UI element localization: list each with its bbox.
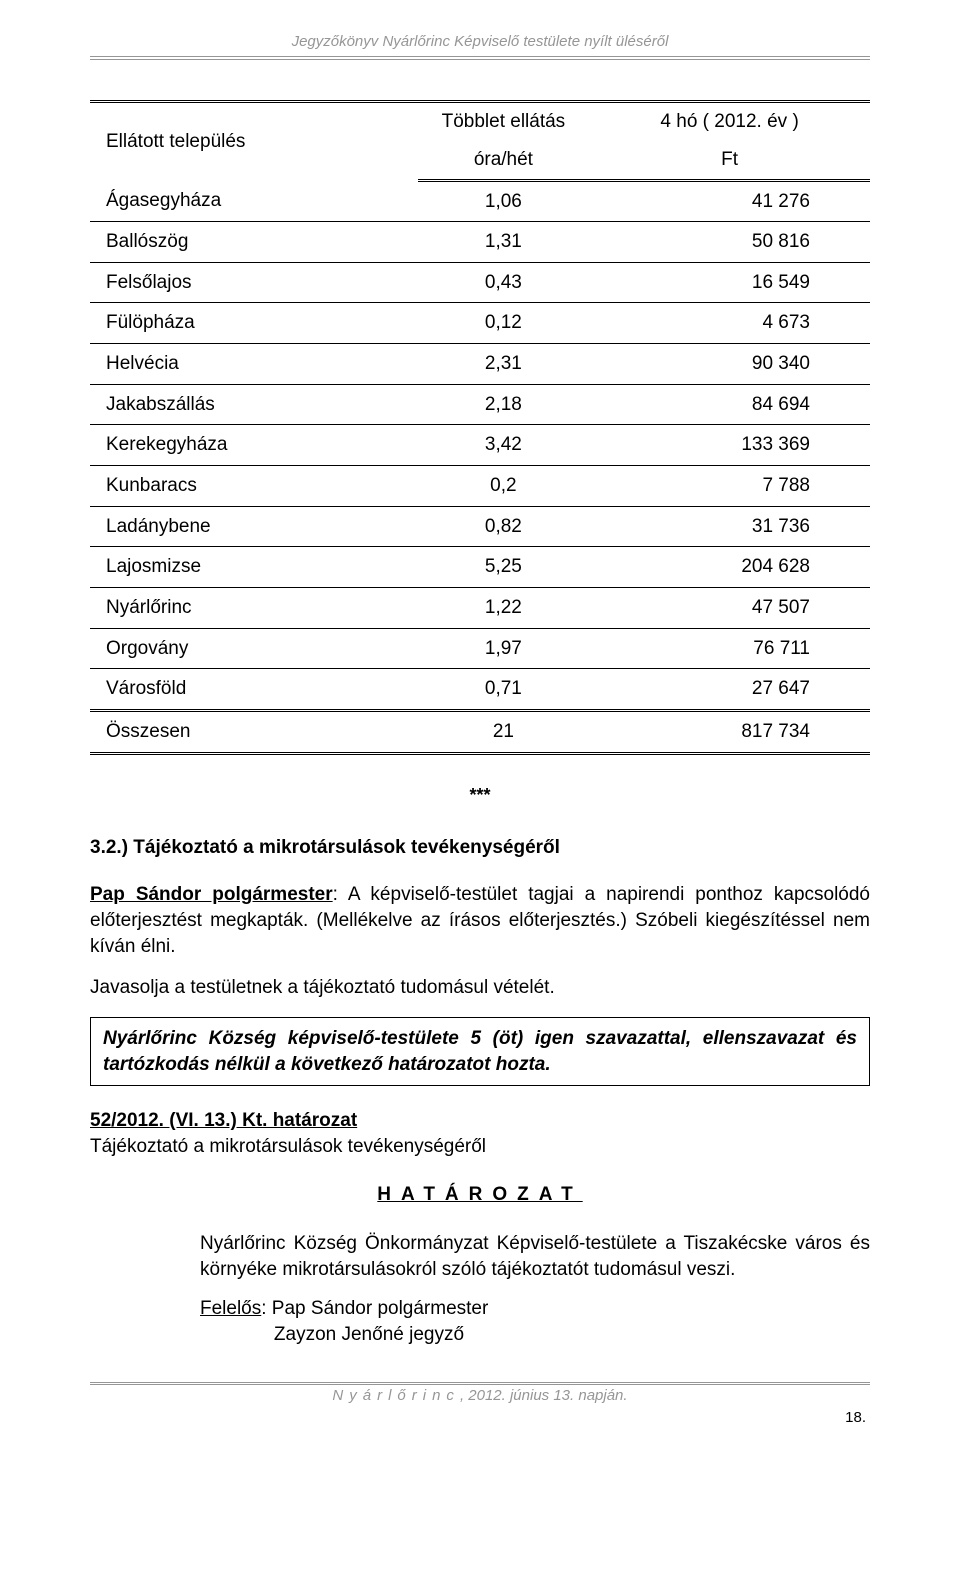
cell-amount: 817 734 xyxy=(589,710,870,753)
cell-amount: 41 276 xyxy=(589,180,870,222)
cell-name: Felsőlajos xyxy=(90,262,418,303)
cell-name: Orgovány xyxy=(90,628,418,669)
table-row: Ladánybene0,8231 736 xyxy=(90,506,870,547)
table-row: Jakabszállás2,1884 694 xyxy=(90,384,870,425)
th-period: 4 hó ( 2012. év ) xyxy=(589,102,870,141)
table-row: Fülöpháza0,124 673 xyxy=(90,303,870,344)
cell-amount: 7 788 xyxy=(589,466,870,507)
cell-hours: 21 xyxy=(418,710,590,753)
footer-rule-1 xyxy=(90,1382,870,1383)
cell-hours: 0,71 xyxy=(418,669,590,711)
table-row: Lajosmizse5,25204 628 xyxy=(90,547,870,588)
cell-hours: 0,43 xyxy=(418,262,590,303)
cell-name: Városföld xyxy=(90,669,418,711)
section-separator: *** xyxy=(90,783,870,807)
cell-amount: 50 816 xyxy=(589,222,870,263)
footer-place: Nyárlőrinc xyxy=(332,1387,460,1404)
cell-name: Lajosmizse xyxy=(90,547,418,588)
cell-amount: 31 736 xyxy=(589,506,870,547)
header-rule-1 xyxy=(90,56,870,57)
th-currency: Ft xyxy=(589,141,870,180)
responsible-label: Felelős xyxy=(200,1298,261,1319)
responsible-person-1: : Pap Sándor polgármester xyxy=(261,1298,488,1319)
cell-hours: 2,18 xyxy=(418,384,590,425)
table-row: Orgovány1,9776 711 xyxy=(90,628,870,669)
resolution-title: Tájékoztató a mikrotársulások tevékenysé… xyxy=(90,1136,486,1157)
cell-name: Fülöpháza xyxy=(90,303,418,344)
cell-amount: 16 549 xyxy=(589,262,870,303)
table-row: Kunbaracs0,27 788 xyxy=(90,466,870,507)
cell-name: Jakabszállás xyxy=(90,384,418,425)
cell-hours: 0,82 xyxy=(418,506,590,547)
paragraph-proposal: Javasolja a testületnek a tájékoztató tu… xyxy=(90,975,870,1001)
table-row: Ágasegyháza1,0641 276 xyxy=(90,180,870,222)
cell-name: Ágasegyháza xyxy=(90,180,418,222)
resolution-body-block: Nyárlőrinc Község Önkormányzat Képviselő… xyxy=(200,1231,870,1348)
cell-amount: 84 694 xyxy=(589,384,870,425)
table-row: Ballószög1,3150 816 xyxy=(90,222,870,263)
cell-name: Kerekegyháza xyxy=(90,425,418,466)
cell-amount: 204 628 xyxy=(589,547,870,588)
mayor-name: Pap Sándor polgármester xyxy=(90,884,333,905)
footer-date: , 2012. június 13. napján. xyxy=(460,1387,628,1404)
cell-name: Helvécia xyxy=(90,344,418,385)
responsible-block: Felelős: Pap Sándor polgármester Zayzon … xyxy=(200,1296,870,1347)
cell-hours: 1,06 xyxy=(418,180,590,222)
table-row: Kerekegyháza3,42133 369 xyxy=(90,425,870,466)
page-header: Jegyzőkönyv Nyárlőrinc Képviselő testüle… xyxy=(90,32,870,52)
cell-hours: 1,22 xyxy=(418,587,590,628)
cell-hours: 3,42 xyxy=(418,425,590,466)
resolution-heading: 52/2012. (VI. 13.) Kt. határozat Tájékoz… xyxy=(90,1108,870,1159)
page-number: 18. xyxy=(90,1408,870,1428)
table-row: Városföld0,7127 647 xyxy=(90,669,870,711)
table-row: Nyárlőrinc1,2247 507 xyxy=(90,587,870,628)
resolution-number: 52/2012. (VI. 13.) Kt. határozat xyxy=(90,1110,357,1131)
allocations-table: Ellátott település Többlet ellátás 4 hó … xyxy=(90,100,870,754)
cell-name: Összesen xyxy=(90,710,418,753)
resolution-body: Nyárlőrinc Község Önkormányzat Képviselő… xyxy=(200,1231,870,1282)
th-extra-service: Többlet ellátás xyxy=(418,102,590,141)
cell-amount: 90 340 xyxy=(589,344,870,385)
table-row: Felsőlajos0,4316 549 xyxy=(90,262,870,303)
footer-rule-2 xyxy=(90,1384,870,1385)
hatarozat-label: HATÁROZAT xyxy=(90,1182,870,1208)
cell-hours: 1,97 xyxy=(418,628,590,669)
cell-hours: 5,25 xyxy=(418,547,590,588)
cell-name: Ballószög xyxy=(90,222,418,263)
cell-name: Ladánybene xyxy=(90,506,418,547)
cell-hours: 1,31 xyxy=(418,222,590,263)
cell-hours: 2,31 xyxy=(418,344,590,385)
th-hours-per-week: óra/hét xyxy=(418,141,590,180)
resolution-box: Nyárlőrinc Község képviselő-testülete 5 … xyxy=(90,1017,870,1086)
section-title: 3.2.) Tájékoztató a mikrotársulások tevé… xyxy=(90,835,870,861)
page-footer: Nyárlőrinc, 2012. június 13. napján. 18. xyxy=(90,1382,870,1429)
paragraph-mayor: Pap Sándor polgármester: A képviselő-tes… xyxy=(90,882,870,959)
header-rule-2 xyxy=(90,59,870,60)
cell-hours: 0,12 xyxy=(418,303,590,344)
resolution-box-text: Nyárlőrinc Község képviselő-testülete 5 … xyxy=(103,1026,857,1077)
cell-name: Nyárlőrinc xyxy=(90,587,418,628)
cell-amount: 4 673 xyxy=(589,303,870,344)
cell-name: Kunbaracs xyxy=(90,466,418,507)
table-row-total: Összesen21817 734 xyxy=(90,710,870,753)
footer-text: Nyárlőrinc, 2012. június 13. napján. xyxy=(90,1386,870,1406)
cell-amount: 76 711 xyxy=(589,628,870,669)
header-title: Jegyzőkönyv Nyárlőrinc Képviselő testüle… xyxy=(292,33,669,50)
cell-amount: 47 507 xyxy=(589,587,870,628)
th-settlement: Ellátott település xyxy=(90,102,418,180)
cell-amount: 133 369 xyxy=(589,425,870,466)
cell-hours: 0,2 xyxy=(418,466,590,507)
table-row: Helvécia2,3190 340 xyxy=(90,344,870,385)
responsible-person-2: Zayzon Jenőné jegyző xyxy=(274,1324,464,1345)
cell-amount: 27 647 xyxy=(589,669,870,711)
